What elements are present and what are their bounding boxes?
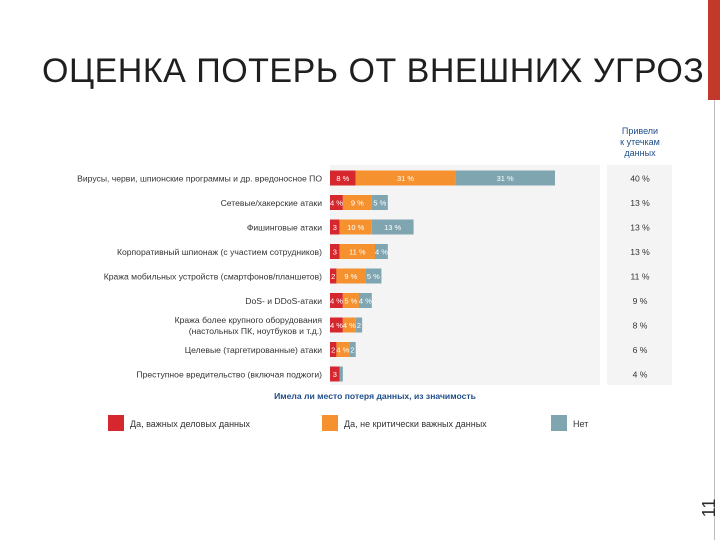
data-label: 4 %	[375, 248, 388, 257]
legend-swatch	[322, 415, 338, 431]
data-label: 10 %	[347, 223, 364, 232]
category-label: Вирусы, черви, шпионские программы и др.…	[77, 174, 322, 184]
legend-entry: Нет	[573, 419, 588, 429]
bar-segment	[330, 293, 343, 308]
bar-segment	[330, 195, 343, 210]
category-label: Целевые (таргетированные) атаки	[185, 345, 322, 355]
bar-segment	[349, 342, 356, 357]
leak-total-label: 40 %	[630, 174, 650, 184]
leak-total-label: 6 %	[633, 345, 648, 355]
bar-segment	[330, 342, 337, 357]
bar-segment	[330, 170, 356, 186]
bar-segment	[336, 342, 350, 357]
bar-segment	[355, 317, 363, 333]
chart-frame: Привели к утечкам данных Вирусы, черви, шпи…	[35, 115, 678, 450]
category-label: (настольных ПК, ноутбуков и т.д.)	[189, 326, 322, 336]
data-label: 3	[333, 248, 337, 257]
data-label: 5 %	[344, 297, 357, 306]
bar-segment	[330, 219, 340, 235]
bar-segment	[336, 268, 366, 284]
bar-segment	[330, 317, 343, 333]
leak-total-label: 11 %	[631, 272, 650, 282]
category-label: Фишинговые атаки	[247, 223, 322, 233]
bar-segment	[342, 195, 372, 210]
data-label: 2	[331, 346, 335, 355]
category-label: DoS- и DDoS-атаки	[245, 296, 322, 306]
category-label: Сетевые/хакерские атаки	[221, 198, 323, 208]
data-label: 11 %	[349, 248, 366, 257]
bar-segment	[375, 244, 388, 259]
legend-entry: Да, не критически важных данных	[344, 419, 487, 429]
leak-total-label: 13 %	[630, 247, 650, 257]
data-label: 13 %	[384, 223, 401, 232]
data-label: 31 %	[497, 174, 514, 183]
data-label: 4 %	[330, 321, 343, 330]
page-number: 11	[698, 498, 719, 518]
leak-total-label: 8 %	[633, 321, 648, 331]
data-label: 3	[333, 370, 337, 379]
bar-segment	[330, 268, 337, 284]
divider-line	[714, 100, 715, 540]
bar-segment	[355, 170, 456, 186]
data-label: 4 %	[359, 297, 372, 306]
bar-segment	[330, 366, 340, 382]
data-label: 31 %	[397, 174, 414, 183]
leak-header-line: данных	[624, 148, 656, 158]
category-label: Преступное вредительство (включая поджог…	[136, 370, 322, 380]
bar-segment	[371, 219, 414, 235]
data-label: 2	[357, 321, 361, 330]
category-label: Корпоративный шпионаж (с участием сотруд…	[117, 247, 322, 257]
leak-header-line: Привели	[622, 126, 658, 136]
x-axis-label: Имела ли место потеря данных, из значимо…	[274, 391, 476, 401]
data-label: 3	[333, 223, 337, 232]
leak-total-label: 4 %	[633, 370, 648, 380]
leak-total-label: 13 %	[630, 198, 650, 208]
legend-entry: Да, важных деловых данных	[130, 419, 250, 429]
data-label: 2	[331, 272, 335, 281]
data-label: 4 %	[343, 321, 356, 330]
bar-segment	[371, 195, 388, 210]
bar-segment	[339, 244, 375, 259]
bar-segment	[455, 170, 555, 186]
data-label: 8 %	[336, 174, 349, 183]
data-label: 4 %	[330, 297, 343, 306]
leak-total-label: 9 %	[633, 296, 648, 306]
bar-segment	[358, 293, 372, 308]
leak-header-line: к утечкам	[620, 137, 660, 147]
bar-segment	[339, 366, 343, 382]
bar-segment	[365, 268, 382, 284]
data-label: 5 %	[367, 272, 380, 281]
data-label: 9 %	[351, 199, 364, 208]
data-label: 9 %	[344, 272, 357, 281]
legend-swatch	[108, 415, 124, 431]
bar-segment	[342, 293, 359, 308]
leak-total-label: 13 %	[630, 223, 650, 233]
bar-segment	[342, 317, 356, 333]
legend-swatch	[551, 415, 567, 431]
totals-column-background	[607, 165, 672, 385]
data-label: 2	[350, 346, 354, 355]
category-label: Кража мобильных устройств (смартфонов/пл…	[104, 272, 322, 282]
bar-segment	[330, 244, 340, 259]
category-label: Кража более крупного оборудования	[175, 315, 323, 325]
accent-bar	[708, 0, 720, 100]
bar-segment	[339, 219, 372, 235]
data-label: 4 %	[336, 346, 349, 355]
data-label: 5 %	[373, 199, 386, 208]
slide-title: ОЦЕНКА ПОТЕРЬ ОТ ВНЕШНИХ УГРОЗ	[42, 52, 705, 90]
data-label: 4 %	[330, 199, 343, 208]
